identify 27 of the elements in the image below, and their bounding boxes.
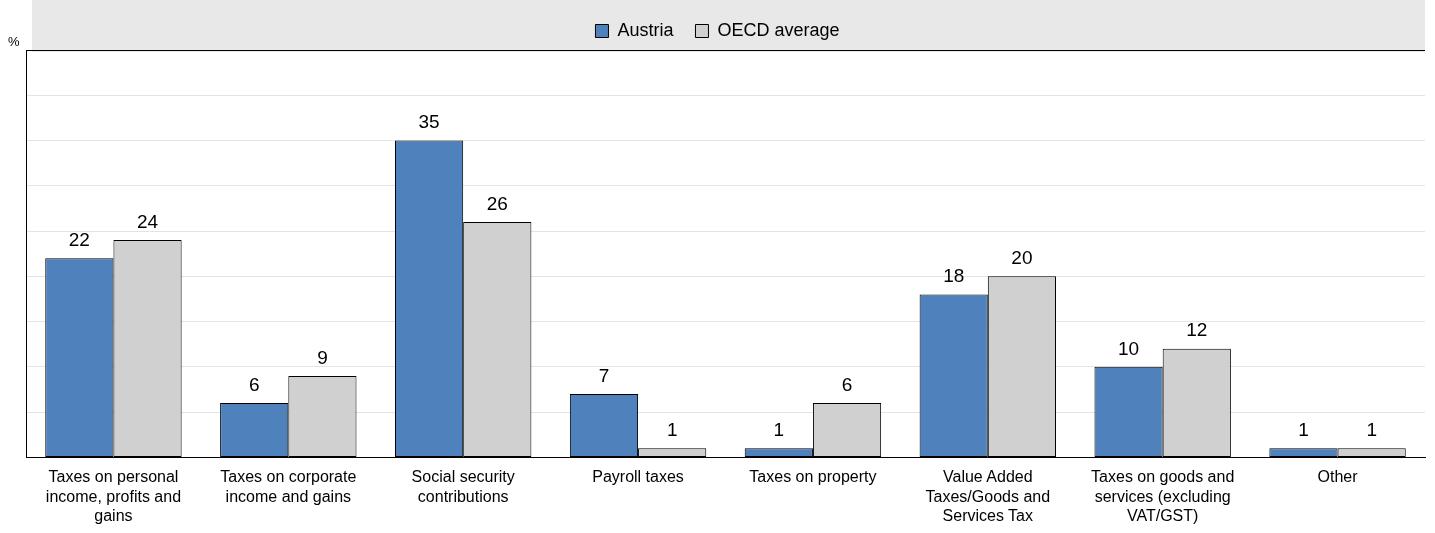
y-axis-title: % <box>8 34 20 50</box>
x-tick-label: Social security contributions <box>411 468 515 505</box>
x-tick-label: Taxes on personal income, profits and gains <box>45 468 182 524</box>
data-label: 18 <box>943 265 965 287</box>
x-tick-label: Taxes on corporate income and gains <box>220 468 357 505</box>
x-tick-label: Value Added Taxes/Goods and Services Tax <box>925 468 1051 524</box>
data-label: 9 <box>317 346 328 368</box>
data-label: 12 <box>1186 319 1208 341</box>
data-label: 6 <box>248 373 260 395</box>
data-label: 1 <box>1366 419 1377 441</box>
data-label: 1 <box>666 419 678 441</box>
data-label: 6 <box>841 373 853 395</box>
data-label: 26 <box>486 192 508 214</box>
data-label: 24 <box>136 210 159 232</box>
data-label: 1 <box>1298 419 1309 441</box>
data-label: 7 <box>598 364 610 386</box>
legend-label: Austria <box>617 19 675 40</box>
x-tick-label: Taxes on property <box>749 468 877 486</box>
legend-label: OECD average <box>717 19 840 40</box>
data-label: 22 <box>68 228 90 250</box>
x-tick-label: Other <box>1317 468 1359 486</box>
data-label: 1 <box>773 419 785 441</box>
x-tick-label: Payroll taxes <box>592 468 684 486</box>
x-tick-label: Taxes on goods and services (excluding VAT/GST) <box>1091 468 1235 524</box>
data-label: 20 <box>1011 247 1033 269</box>
data-label: 10 <box>1118 337 1140 359</box>
data-label: 35 <box>418 111 440 133</box>
